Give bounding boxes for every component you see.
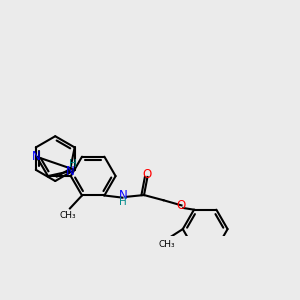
- Text: CH₃: CH₃: [59, 211, 76, 220]
- Text: O: O: [177, 199, 186, 212]
- Text: N: N: [119, 188, 128, 202]
- Text: H: H: [68, 159, 76, 170]
- Text: O: O: [143, 168, 152, 181]
- Text: N: N: [65, 165, 74, 178]
- Text: CH₃: CH₃: [159, 240, 175, 249]
- Text: H: H: [119, 197, 127, 207]
- Text: N: N: [32, 150, 41, 163]
